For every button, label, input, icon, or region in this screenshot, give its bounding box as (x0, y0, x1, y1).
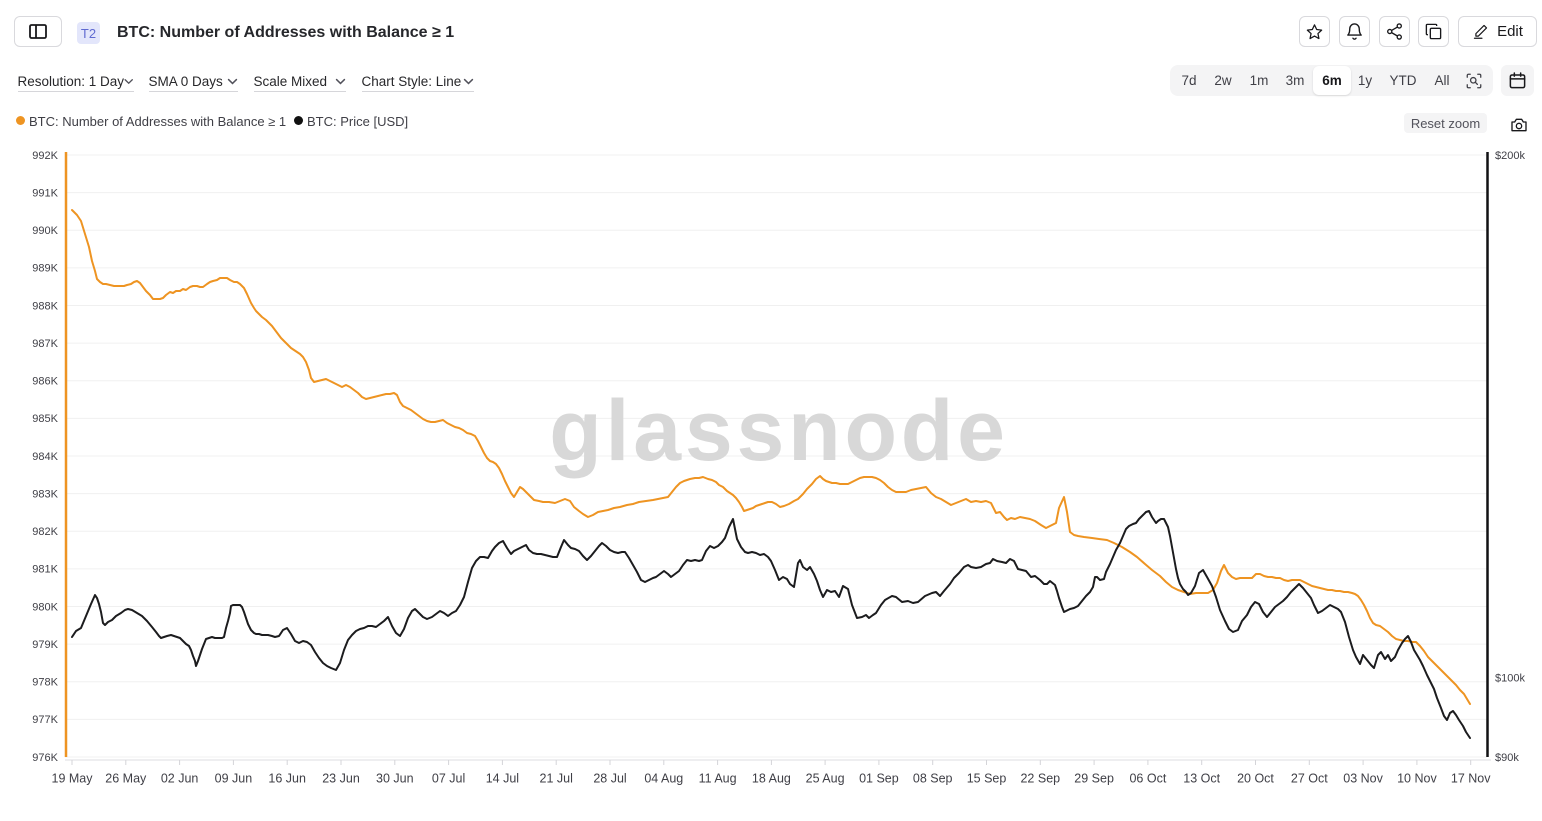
svg-text:30 Jun: 30 Jun (376, 772, 414, 786)
svg-text:989K: 989K (32, 263, 58, 275)
svg-text:20 Oct: 20 Oct (1237, 772, 1274, 786)
svg-text:07 Jul: 07 Jul (432, 772, 465, 786)
svg-text:18 Aug: 18 Aug (752, 772, 791, 786)
svg-text:976K: 976K (32, 752, 58, 764)
svg-text:22 Sep: 22 Sep (1020, 772, 1060, 786)
svg-text:988K: 988K (32, 300, 58, 312)
svg-text:10 Nov: 10 Nov (1397, 772, 1437, 786)
svg-text:19 May: 19 May (52, 772, 94, 786)
svg-text:986K: 986K (32, 376, 58, 388)
svg-text:977K: 977K (32, 714, 58, 726)
svg-text:984K: 984K (32, 451, 58, 463)
svg-text:28 Jul: 28 Jul (593, 772, 626, 786)
svg-text:glassnode: glassnode (549, 383, 1009, 479)
svg-text:$200k: $200k (1495, 150, 1525, 162)
svg-text:13 Oct: 13 Oct (1183, 772, 1220, 786)
svg-text:21 Jul: 21 Jul (540, 772, 573, 786)
svg-text:16 Jun: 16 Jun (268, 772, 306, 786)
svg-text:979K: 979K (32, 639, 58, 651)
svg-text:23 Jun: 23 Jun (322, 772, 360, 786)
svg-text:26 May: 26 May (105, 772, 147, 786)
svg-text:983K: 983K (32, 488, 58, 500)
svg-text:982K: 982K (32, 526, 58, 538)
svg-text:14 Jul: 14 Jul (486, 772, 519, 786)
svg-text:$100k: $100k (1495, 672, 1525, 684)
svg-text:981K: 981K (32, 564, 58, 576)
svg-text:990K: 990K (32, 225, 58, 237)
svg-text:08 Sep: 08 Sep (913, 772, 953, 786)
svg-text:01 Sep: 01 Sep (859, 772, 899, 786)
svg-text:04 Aug: 04 Aug (644, 772, 683, 786)
svg-text:25 Aug: 25 Aug (806, 772, 845, 786)
svg-text:987K: 987K (32, 338, 58, 350)
svg-text:15 Sep: 15 Sep (967, 772, 1007, 786)
svg-text:17 Nov: 17 Nov (1451, 772, 1491, 786)
svg-text:09 Jun: 09 Jun (215, 772, 253, 786)
svg-text:985K: 985K (32, 413, 58, 425)
svg-text:11 Aug: 11 Aug (699, 772, 737, 786)
svg-text:27 Oct: 27 Oct (1291, 772, 1328, 786)
svg-text:06 Oct: 06 Oct (1129, 772, 1166, 786)
svg-text:02 Jun: 02 Jun (161, 772, 199, 786)
svg-text:991K: 991K (32, 187, 58, 199)
svg-text:992K: 992K (32, 150, 58, 162)
svg-text:978K: 978K (32, 677, 58, 689)
svg-text:$90k: $90k (1495, 752, 1519, 764)
svg-text:980K: 980K (32, 601, 58, 613)
svg-text:03 Nov: 03 Nov (1343, 772, 1383, 786)
svg-text:29 Sep: 29 Sep (1074, 772, 1114, 786)
